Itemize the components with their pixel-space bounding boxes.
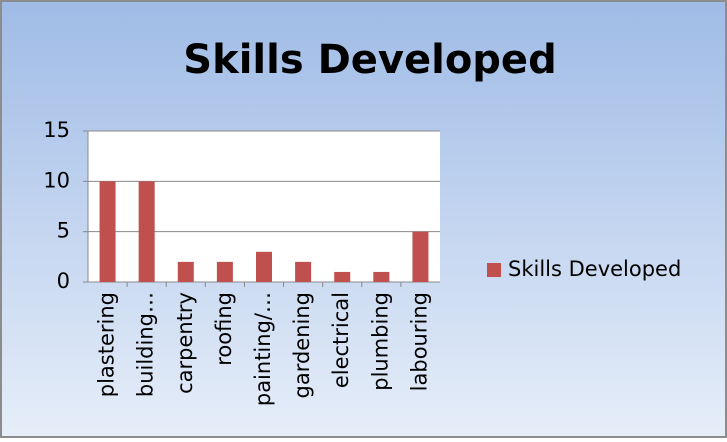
- x-tick-label: plastering: [95, 292, 119, 397]
- bar: [334, 271, 351, 282]
- legend-label: Skills Developed: [508, 257, 681, 281]
- bar: [412, 231, 429, 282]
- bar: [216, 261, 233, 282]
- bar: [99, 181, 116, 282]
- x-tick-label: carpentry: [173, 292, 197, 394]
- bar: [177, 261, 194, 282]
- x-tick-label: painting/…: [251, 292, 275, 406]
- chart-title: Skills Developed: [183, 37, 556, 83]
- y-tick-label: 15: [43, 118, 70, 142]
- y-tick-label: 0: [57, 269, 70, 293]
- bar: [256, 251, 272, 282]
- bar: [295, 261, 312, 282]
- x-tick-label: gardening: [290, 292, 314, 399]
- legend-swatch: [487, 263, 501, 277]
- bar: [373, 271, 390, 282]
- bar: [138, 181, 155, 282]
- x-tick-label: building…: [134, 292, 158, 397]
- x-tick-label: labouring: [407, 292, 431, 391]
- y-tick-label: 5: [57, 219, 70, 243]
- x-tick-label: plumbing: [368, 292, 392, 391]
- y-tick-label: 10: [43, 168, 70, 192]
- x-tick-label: roofing: [212, 292, 236, 366]
- x-tick-label: electrical: [329, 292, 353, 388]
